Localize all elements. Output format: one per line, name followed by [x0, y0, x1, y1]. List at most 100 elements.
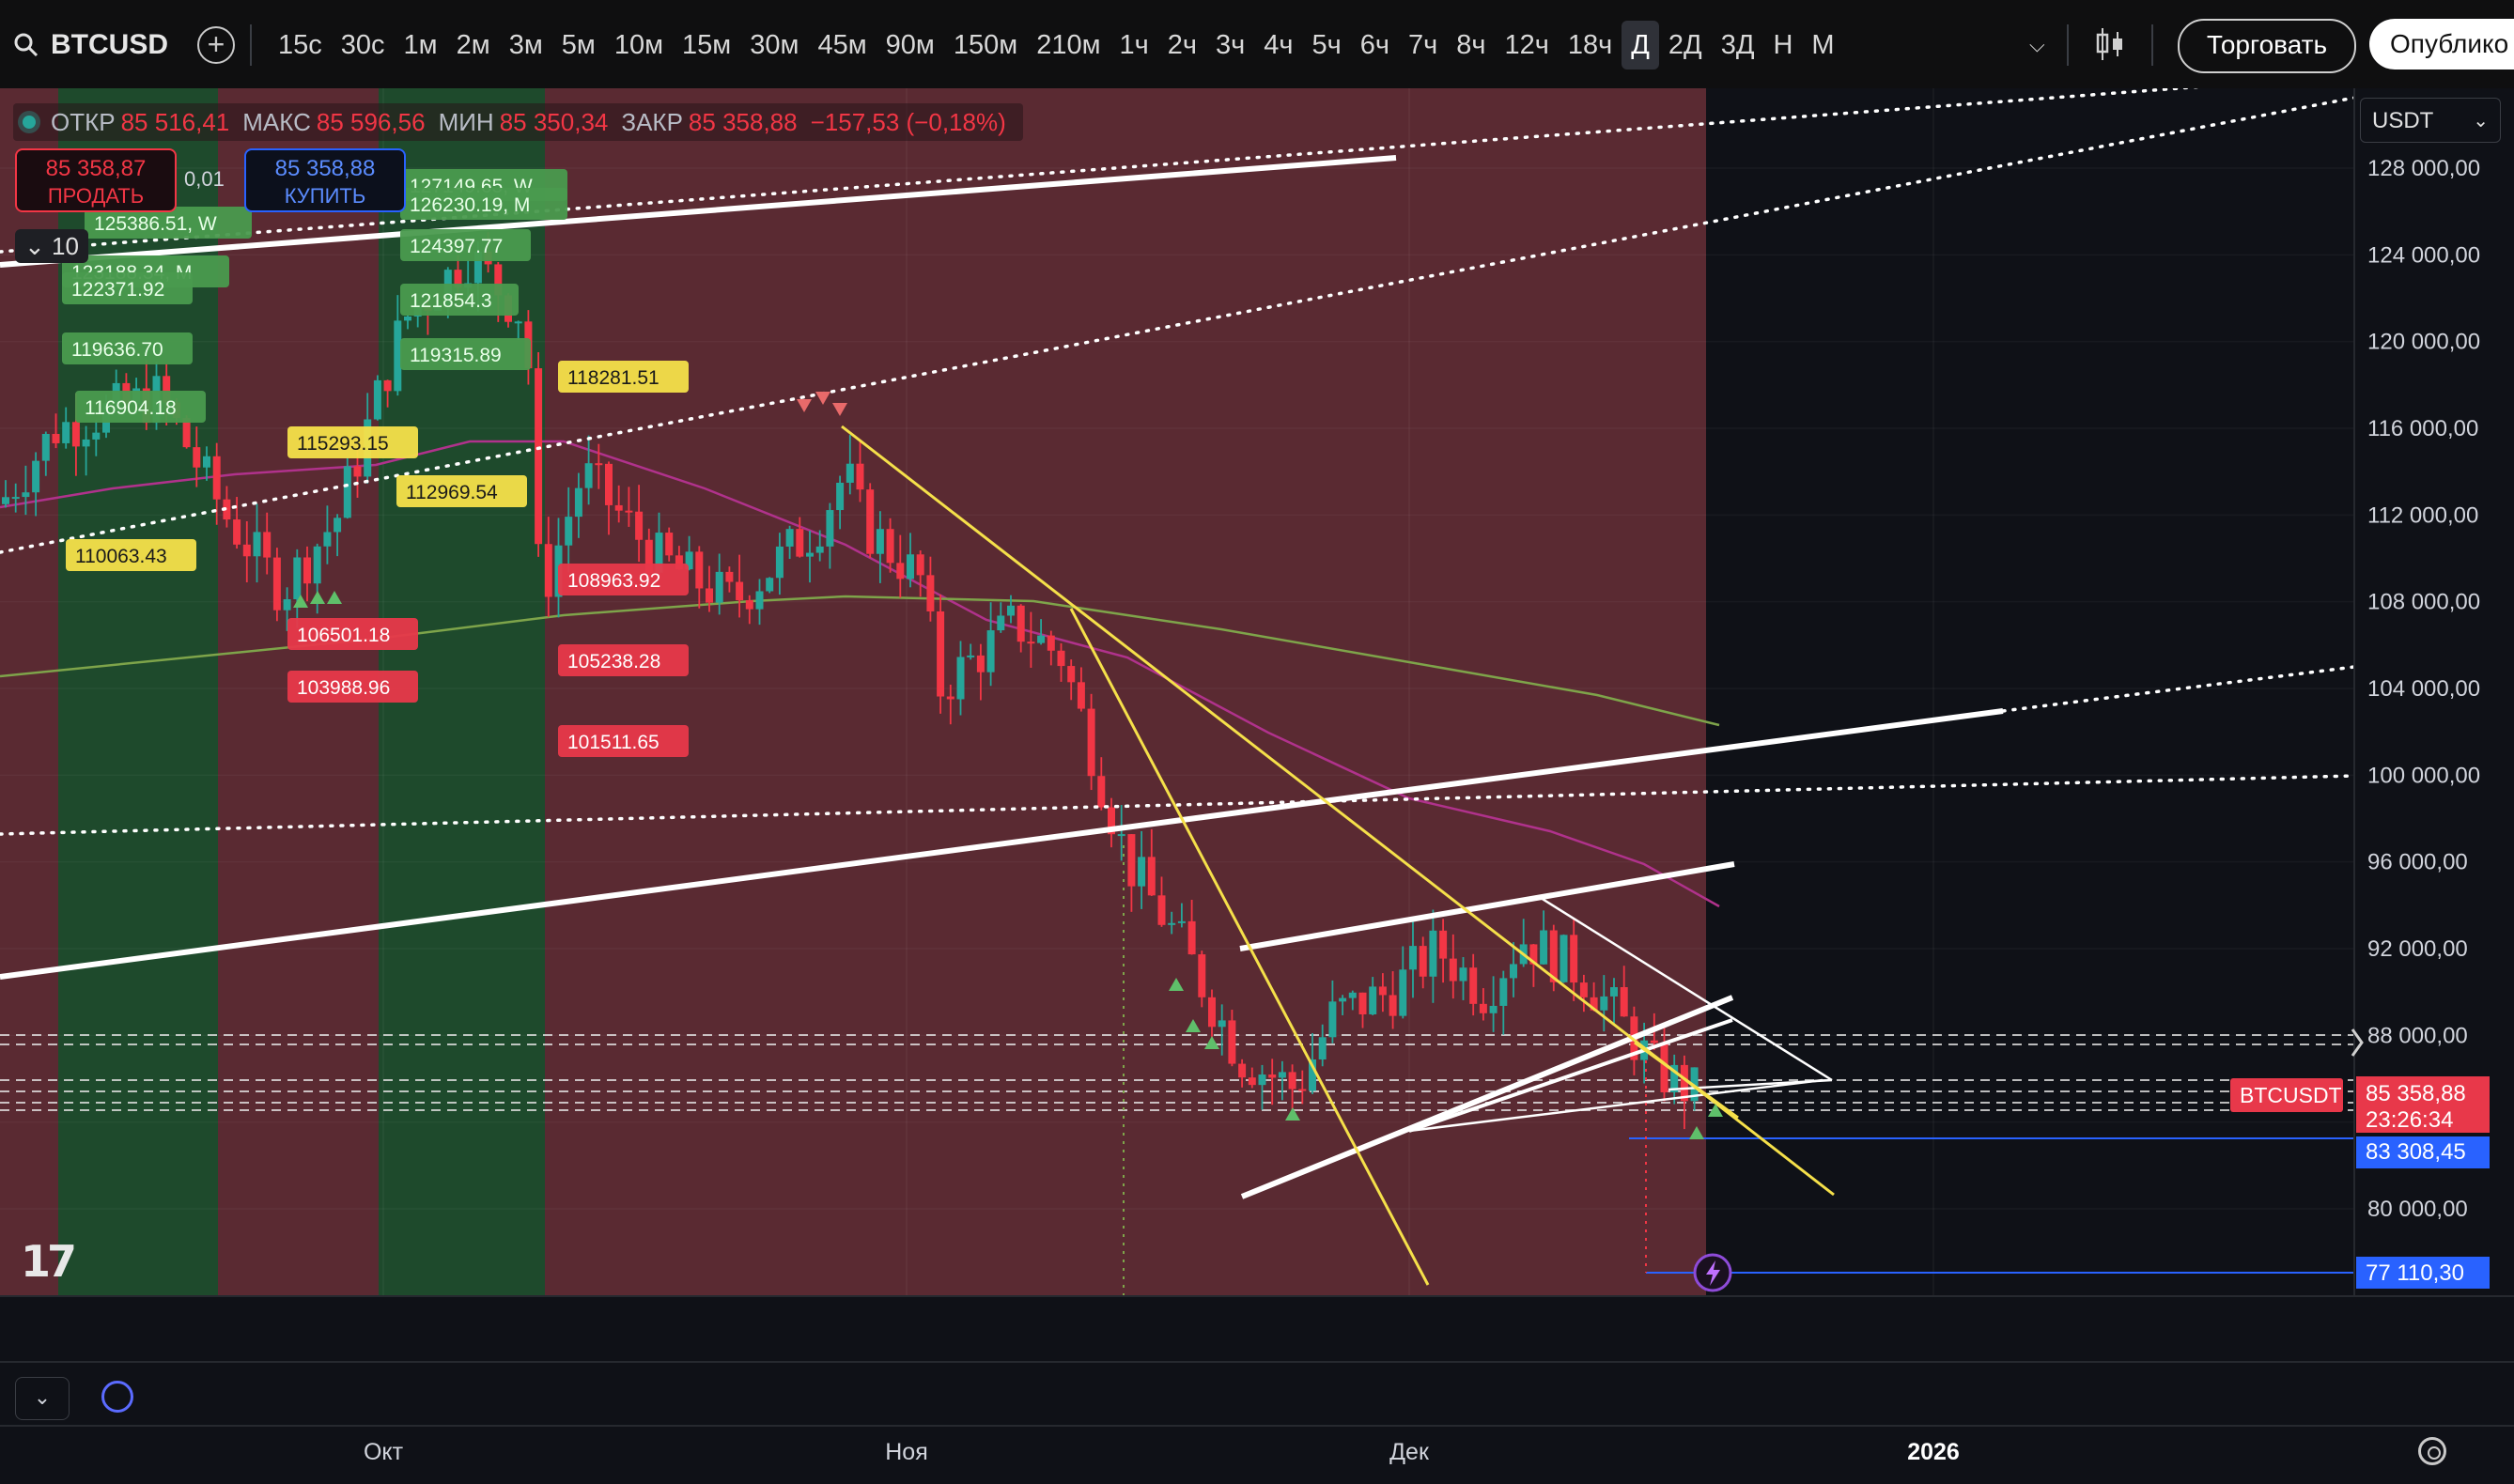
currency-select[interactable]: USDT ⌄	[2360, 98, 2501, 143]
interval-21[interactable]: 12ч	[1504, 30, 1549, 60]
candle-body	[785, 529, 794, 547]
level-tag: 77 110,30	[2366, 1260, 2464, 1286]
marker-label-bg	[62, 332, 193, 364]
interval-1[interactable]: 30с	[340, 30, 385, 60]
candle-body	[1037, 635, 1046, 643]
candle-body	[1378, 986, 1387, 996]
candle-body	[635, 511, 644, 540]
interval-26[interactable]: Н	[1773, 30, 1793, 60]
interval-3[interactable]: 2м	[456, 30, 490, 60]
interval-8[interactable]: 30м	[750, 30, 799, 60]
interval-11[interactable]: 150м	[953, 30, 1018, 60]
candle-body	[293, 557, 302, 600]
replay-icon[interactable]	[101, 1381, 133, 1413]
candle-body	[946, 696, 954, 700]
candle-body	[373, 379, 381, 420]
marker-label: 106501.18	[297, 625, 390, 646]
interval-0[interactable]: 15с	[278, 30, 322, 60]
marker-label-bg	[287, 671, 418, 703]
trendline-yellow	[1069, 608, 1430, 1286]
sell-price: 85 358,87	[45, 156, 147, 181]
interval-7[interactable]: 15м	[682, 30, 732, 60]
candle-body	[815, 546, 824, 553]
sell-signal-arrow	[815, 392, 830, 405]
buy-signal-arrow	[1186, 1019, 1201, 1032]
price-chart[interactable]: 125386.51, W123188.34, M122371.92119636.…	[0, 88, 2514, 1484]
level-tag-bg	[2356, 1257, 2490, 1289]
candle-body	[937, 611, 945, 697]
candle-body	[353, 466, 362, 477]
candle-body	[1138, 857, 1146, 887]
y-axis-tick: 88 000,00	[2367, 1023, 2468, 1048]
interval-19[interactable]: 7ч	[1408, 30, 1438, 60]
interval-4[interactable]: 3м	[508, 30, 543, 60]
marker-label-bg	[62, 272, 193, 304]
interval-27[interactable]: М	[1811, 30, 1835, 60]
candle-body	[1389, 995, 1397, 1016]
candle-body	[614, 504, 623, 511]
alert-lightning-icon[interactable]	[1693, 1253, 1732, 1292]
candle-body	[766, 578, 774, 592]
lots-value: 10	[52, 232, 79, 260]
symbol-search[interactable]: BTCUSD	[13, 21, 168, 70]
candle-body	[695, 551, 704, 589]
collapse-panel-button[interactable]: ⌄	[15, 1377, 70, 1420]
candle-body	[806, 552, 814, 557]
candle-body	[796, 529, 804, 557]
add-symbol-button[interactable]: +	[197, 26, 235, 64]
candle-body	[1570, 935, 1578, 983]
candle-body	[1097, 776, 1106, 808]
low-label: МИН	[438, 107, 494, 136]
candle-body	[1117, 834, 1125, 837]
publish-button[interactable]: Опублико	[2369, 19, 2514, 70]
interval-18[interactable]: 6ч	[1359, 30, 1390, 60]
marker-label: 119636.70	[71, 339, 163, 361]
candle-body	[675, 555, 683, 570]
candle-body	[1449, 958, 1457, 982]
ma-fast-line	[0, 440, 1720, 908]
currency-value: USDT	[2372, 108, 2434, 133]
candle-body	[1409, 946, 1417, 970]
buy-signal-arrow	[327, 591, 342, 604]
gear-icon[interactable]	[2418, 1437, 2446, 1465]
trendline-dotted	[0, 96, 2356, 554]
marker-label: 103988.96	[297, 677, 390, 699]
interval-23[interactable]: Д	[1622, 21, 1659, 70]
interval-2[interactable]: 1м	[403, 30, 438, 60]
candle-body	[334, 518, 342, 533]
interval-13[interactable]: 1ч	[1119, 30, 1149, 60]
candle-body	[1610, 987, 1618, 997]
candle-body	[1600, 996, 1608, 1011]
interval-17[interactable]: 5ч	[1311, 30, 1342, 60]
candle-body	[544, 544, 552, 597]
interval-6[interactable]: 10м	[613, 30, 664, 60]
interval-15[interactable]: 3ч	[1216, 30, 1246, 60]
interval-5[interactable]: 5м	[561, 30, 596, 60]
y-axis-tick: 112 000,00	[2367, 502, 2478, 528]
interval-12[interactable]: 210м	[1036, 30, 1101, 60]
interval-22[interactable]: 18ч	[1567, 30, 1613, 60]
candle-body	[775, 546, 784, 579]
interval-10[interactable]: 90м	[885, 30, 935, 60]
candle-body	[11, 497, 20, 500]
interval-16[interactable]: 4ч	[1264, 30, 1294, 60]
interval-dropdown-chevron-icon[interactable]: ⌵	[2029, 33, 2045, 56]
lots-stepper[interactable]: ⌄ 10	[15, 229, 88, 263]
marker-label: 105238.28	[567, 651, 660, 672]
candle-body	[1278, 1072, 1286, 1078]
buy-button[interactable]: 85 358,88 КУПИТЬ	[244, 148, 406, 212]
candle-body	[1187, 920, 1196, 955]
interval-24[interactable]: 2Д	[1668, 30, 1702, 60]
interval-25[interactable]: 3Д	[1720, 30, 1755, 60]
sell-button[interactable]: 85 358,87 ПРОДАТЬ	[15, 148, 177, 212]
interval-20[interactable]: 8ч	[1456, 30, 1486, 60]
interval-14[interactable]: 2ч	[1167, 30, 1198, 60]
trendline-yellow	[1634, 1041, 1739, 1120]
interval-9[interactable]: 45м	[817, 30, 867, 60]
candle-style-icon[interactable]	[2093, 26, 2127, 67]
marker-label-bg	[400, 338, 531, 370]
candle-body	[1087, 708, 1095, 777]
candle-body	[1479, 1003, 1487, 1013]
trade-button[interactable]: Торговать	[2178, 19, 2356, 73]
toolbar-divider	[2151, 24, 2153, 66]
